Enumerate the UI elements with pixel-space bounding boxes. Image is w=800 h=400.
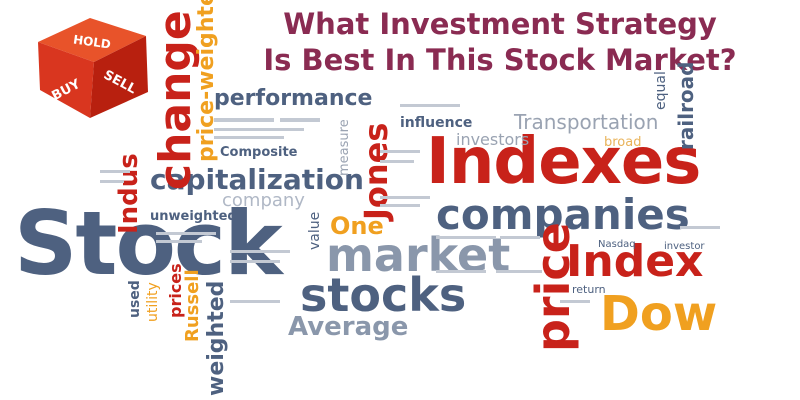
word-one: One	[330, 212, 384, 240]
word-capitalization: capitalization	[150, 163, 364, 196]
word-nasdaq: Nasdaq	[598, 239, 636, 250]
headline-line-2: Is Best In This Stock Market?	[263, 43, 737, 77]
word-dow: Dow	[600, 286, 718, 342]
word-investors: investors	[456, 130, 530, 149]
word-stocks: stocks	[300, 268, 467, 322]
word-unweighted: unweighted	[150, 209, 237, 224]
word-return: return	[572, 283, 606, 296]
word-average: Average	[288, 312, 409, 342]
word-indexes: Indexes	[426, 125, 701, 199]
word-companies: companies	[436, 190, 690, 239]
headline: What Investment Strategy Is Best In This…	[220, 6, 780, 78]
dice-hold-label: HOLD	[72, 32, 111, 51]
dice-top-face	[38, 18, 146, 62]
word-investor: investor	[664, 241, 705, 252]
headline-line-1: What Investment Strategy	[283, 7, 717, 41]
word-index: Index	[566, 236, 704, 287]
word-broad: broad	[604, 135, 642, 150]
word-influence: influence	[400, 115, 473, 131]
word-performance: performance	[214, 86, 373, 111]
word-stock: Stock	[14, 192, 283, 295]
word-company: company	[222, 190, 305, 211]
word-transportation: Transportation	[514, 110, 659, 134]
dice-right-face	[90, 36, 148, 118]
decision-dice-icon: HOLD BUY SELL	[38, 18, 148, 118]
word-composite: Composite	[220, 145, 298, 160]
dice-left-face	[38, 42, 94, 118]
